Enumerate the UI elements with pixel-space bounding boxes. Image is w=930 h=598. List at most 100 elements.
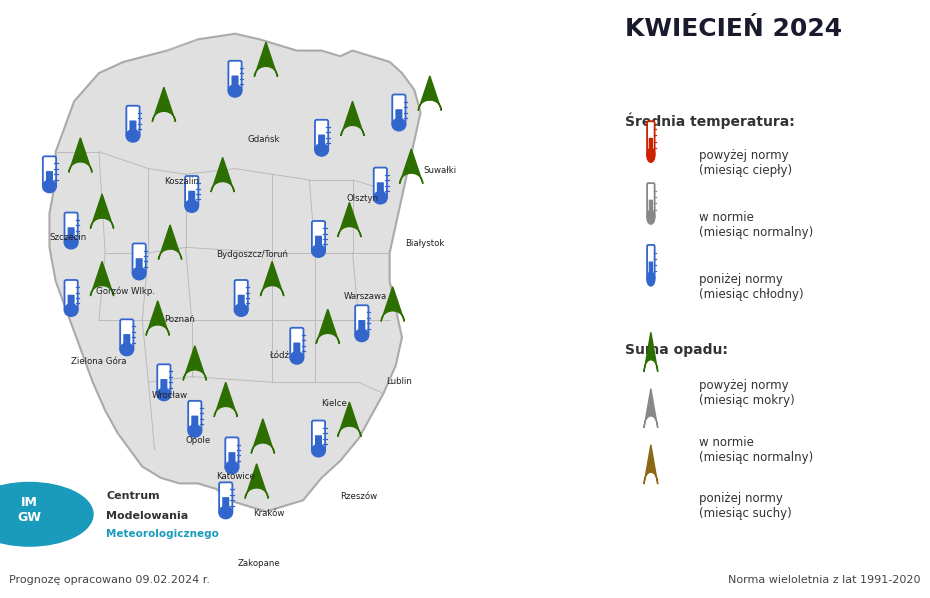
Text: Norma wieloletnia z lat 1991-2020: Norma wieloletnia z lat 1991-2020	[728, 575, 921, 585]
Text: Opole: Opole	[186, 435, 211, 445]
Text: Prognozę opracowano 09.02.2024 r.: Prognozę opracowano 09.02.2024 r.	[9, 575, 210, 585]
FancyBboxPatch shape	[374, 167, 387, 198]
Text: IM
GW: IM GW	[18, 496, 42, 524]
FancyBboxPatch shape	[377, 182, 384, 197]
Polygon shape	[90, 194, 113, 228]
Polygon shape	[183, 346, 206, 380]
FancyBboxPatch shape	[290, 328, 303, 358]
Circle shape	[43, 180, 57, 193]
FancyBboxPatch shape	[238, 295, 245, 309]
FancyBboxPatch shape	[649, 261, 653, 278]
Polygon shape	[381, 286, 405, 321]
Text: w normie
(miesiąc normalny): w normie (miesiąc normalny)	[699, 211, 813, 239]
Circle shape	[126, 130, 140, 142]
FancyBboxPatch shape	[46, 171, 53, 186]
Text: Centrum: Centrum	[106, 491, 160, 501]
Circle shape	[312, 444, 326, 457]
Text: Modelowania: Modelowania	[106, 511, 189, 521]
Polygon shape	[246, 464, 268, 498]
FancyBboxPatch shape	[188, 401, 202, 431]
FancyBboxPatch shape	[222, 497, 230, 512]
Circle shape	[219, 507, 232, 518]
Circle shape	[157, 388, 171, 401]
Polygon shape	[158, 225, 181, 260]
FancyBboxPatch shape	[68, 227, 74, 242]
Polygon shape	[211, 157, 234, 192]
Circle shape	[647, 272, 655, 286]
Polygon shape	[260, 261, 284, 296]
FancyBboxPatch shape	[136, 258, 142, 273]
Polygon shape	[255, 42, 277, 77]
Polygon shape	[251, 419, 274, 453]
FancyBboxPatch shape	[649, 200, 653, 216]
FancyBboxPatch shape	[133, 243, 146, 274]
Text: w normie
(miesiąc normalny): w normie (miesiąc normalny)	[699, 435, 813, 463]
Polygon shape	[316, 309, 339, 344]
Text: Rzeszów: Rzeszów	[340, 492, 378, 501]
FancyBboxPatch shape	[318, 135, 325, 150]
Circle shape	[234, 304, 248, 316]
FancyBboxPatch shape	[68, 295, 74, 309]
Polygon shape	[338, 202, 361, 237]
Polygon shape	[644, 332, 658, 372]
FancyBboxPatch shape	[312, 420, 326, 451]
Text: Zielona Góra: Zielona Góra	[71, 357, 126, 366]
FancyBboxPatch shape	[157, 364, 170, 395]
FancyBboxPatch shape	[293, 343, 300, 357]
Circle shape	[64, 236, 78, 249]
Polygon shape	[49, 33, 420, 511]
Circle shape	[374, 191, 387, 204]
Polygon shape	[418, 76, 442, 111]
Text: powyżej normy
(miesiąc mokry): powyżej normy (miesiąc mokry)	[699, 379, 795, 407]
Text: powyżej normy
(miesiąc ciepły): powyżej normy (miesiąc ciepły)	[699, 149, 792, 177]
Text: Lublin: Lublin	[387, 377, 412, 386]
Polygon shape	[644, 445, 658, 484]
Circle shape	[188, 425, 202, 437]
Text: Szczecin: Szczecin	[49, 233, 86, 242]
Text: Poznań: Poznań	[164, 315, 194, 324]
Text: Zakopane: Zakopane	[238, 559, 281, 568]
Text: Gdańsk: Gdańsk	[247, 135, 280, 144]
Text: Suma opadu:: Suma opadu:	[625, 343, 728, 357]
FancyBboxPatch shape	[64, 280, 78, 310]
Text: Warszawa: Warszawa	[343, 292, 387, 301]
Text: Olsztyn: Olsztyn	[346, 194, 379, 203]
FancyBboxPatch shape	[192, 416, 198, 431]
FancyBboxPatch shape	[229, 61, 242, 91]
FancyBboxPatch shape	[188, 191, 195, 206]
Polygon shape	[400, 149, 423, 184]
FancyBboxPatch shape	[43, 156, 56, 187]
FancyBboxPatch shape	[64, 212, 78, 243]
Polygon shape	[90, 261, 113, 296]
Polygon shape	[341, 101, 364, 136]
FancyBboxPatch shape	[315, 435, 322, 450]
FancyBboxPatch shape	[647, 121, 655, 155]
Text: Kielce: Kielce	[322, 399, 348, 408]
Text: Białystok: Białystok	[405, 239, 445, 248]
Circle shape	[290, 352, 304, 364]
Text: Kraków: Kraków	[254, 509, 285, 518]
Polygon shape	[338, 402, 361, 437]
Text: KWIECIEŃ 2024: KWIECIEŃ 2024	[625, 17, 843, 41]
FancyBboxPatch shape	[232, 75, 238, 90]
FancyBboxPatch shape	[647, 245, 655, 279]
FancyBboxPatch shape	[160, 379, 167, 393]
Text: Wrocław: Wrocław	[152, 390, 188, 399]
FancyBboxPatch shape	[120, 319, 133, 350]
Circle shape	[0, 483, 93, 546]
FancyBboxPatch shape	[315, 120, 328, 150]
Circle shape	[392, 118, 405, 131]
FancyBboxPatch shape	[124, 334, 130, 349]
FancyBboxPatch shape	[126, 106, 140, 136]
Polygon shape	[153, 87, 176, 122]
Circle shape	[647, 210, 655, 224]
Circle shape	[314, 144, 328, 156]
Circle shape	[225, 461, 239, 474]
FancyBboxPatch shape	[315, 236, 322, 251]
Text: Meteorologicznego: Meteorologicznego	[106, 529, 219, 539]
Text: Bydgoszcz/Toruń: Bydgoszcz/Toruń	[217, 250, 288, 259]
Text: poniżej normy
(miesiąc suchy): poniżej normy (miesiąc suchy)	[699, 492, 791, 520]
Circle shape	[64, 304, 78, 316]
Text: Katowice: Katowice	[217, 472, 256, 481]
Text: poniżej normy
(miesiąc chłodny): poniżej normy (miesiąc chłodny)	[699, 273, 804, 301]
